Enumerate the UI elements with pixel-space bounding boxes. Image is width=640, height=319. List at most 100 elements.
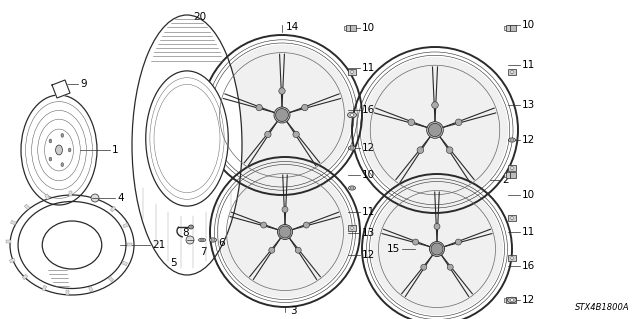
Text: 20: 20	[193, 12, 206, 22]
Text: 11: 11	[362, 207, 375, 217]
Ellipse shape	[351, 147, 353, 149]
Ellipse shape	[211, 239, 214, 241]
Circle shape	[279, 88, 285, 94]
Bar	[123, 223, 129, 228]
Text: 10: 10	[362, 23, 375, 33]
Bar	[42, 285, 47, 291]
Bar	[504, 174, 506, 176]
Ellipse shape	[68, 148, 71, 152]
Text: 11: 11	[362, 63, 375, 73]
Circle shape	[413, 239, 419, 245]
Circle shape	[447, 264, 453, 270]
Text: 12: 12	[362, 250, 375, 260]
Circle shape	[293, 131, 300, 137]
Circle shape	[456, 119, 462, 126]
Bar	[66, 290, 69, 295]
Bar	[92, 195, 96, 201]
Bar	[504, 26, 506, 30]
Text: 3: 3	[290, 306, 296, 316]
Circle shape	[277, 110, 287, 120]
Circle shape	[91, 194, 99, 202]
Circle shape	[427, 122, 444, 138]
Bar	[348, 225, 356, 231]
Text: 15: 15	[387, 244, 400, 254]
Text: 21: 21	[152, 240, 165, 250]
Circle shape	[280, 227, 289, 236]
Circle shape	[219, 166, 351, 298]
Ellipse shape	[511, 70, 513, 74]
Text: 7: 7	[200, 247, 207, 257]
Bar	[508, 255, 516, 261]
Ellipse shape	[349, 146, 355, 150]
Text: 10: 10	[362, 170, 375, 180]
Bar	[508, 215, 516, 221]
Ellipse shape	[49, 139, 52, 143]
Bar	[348, 69, 356, 75]
Text: 12: 12	[522, 295, 535, 305]
Circle shape	[420, 264, 427, 270]
Ellipse shape	[508, 297, 516, 303]
Text: 9: 9	[80, 79, 86, 89]
Circle shape	[417, 147, 424, 153]
Text: 16: 16	[362, 105, 375, 115]
Ellipse shape	[49, 157, 52, 161]
Circle shape	[186, 236, 194, 244]
Bar	[10, 258, 15, 263]
Text: 10: 10	[522, 190, 535, 200]
Bar	[350, 25, 356, 31]
Circle shape	[269, 247, 275, 253]
Circle shape	[433, 244, 442, 254]
Text: 11: 11	[522, 227, 535, 237]
Ellipse shape	[198, 238, 205, 242]
Ellipse shape	[146, 71, 228, 206]
Ellipse shape	[209, 238, 216, 242]
Ellipse shape	[351, 187, 353, 189]
Polygon shape	[52, 80, 70, 98]
Text: 12: 12	[362, 143, 375, 153]
Bar	[508, 69, 516, 75]
Bar	[504, 299, 506, 301]
Ellipse shape	[351, 70, 353, 74]
Bar	[6, 240, 11, 243]
Bar	[506, 172, 510, 178]
Circle shape	[260, 222, 267, 228]
Text: 4: 4	[117, 193, 124, 203]
Circle shape	[278, 225, 292, 240]
Bar	[24, 204, 30, 210]
Circle shape	[408, 119, 415, 126]
Bar	[510, 25, 516, 31]
Bar	[127, 243, 132, 246]
Circle shape	[265, 131, 271, 137]
Circle shape	[301, 104, 308, 111]
Ellipse shape	[349, 186, 355, 190]
Circle shape	[295, 247, 301, 253]
Circle shape	[212, 45, 353, 185]
Bar	[510, 297, 516, 303]
Bar	[344, 26, 346, 30]
Ellipse shape	[510, 299, 514, 301]
Ellipse shape	[200, 239, 204, 241]
Ellipse shape	[511, 166, 513, 170]
Bar	[122, 261, 127, 266]
Ellipse shape	[350, 114, 354, 116]
Ellipse shape	[511, 139, 513, 141]
Text: 13: 13	[362, 228, 375, 238]
Circle shape	[282, 206, 288, 212]
Ellipse shape	[56, 145, 63, 155]
Text: 10: 10	[522, 20, 535, 30]
Circle shape	[371, 183, 503, 315]
Text: 11: 11	[522, 60, 535, 70]
Bar	[10, 220, 16, 225]
Text: 8: 8	[182, 228, 189, 238]
Bar	[45, 194, 49, 200]
Circle shape	[276, 108, 289, 122]
Bar	[510, 172, 516, 178]
Circle shape	[431, 243, 443, 255]
Circle shape	[274, 107, 290, 123]
Circle shape	[362, 57, 508, 203]
Circle shape	[456, 239, 461, 245]
Ellipse shape	[351, 226, 353, 230]
Text: STX4B1800A: STX4B1800A	[575, 303, 630, 312]
Ellipse shape	[509, 138, 515, 142]
Text: 1: 1	[112, 145, 118, 155]
